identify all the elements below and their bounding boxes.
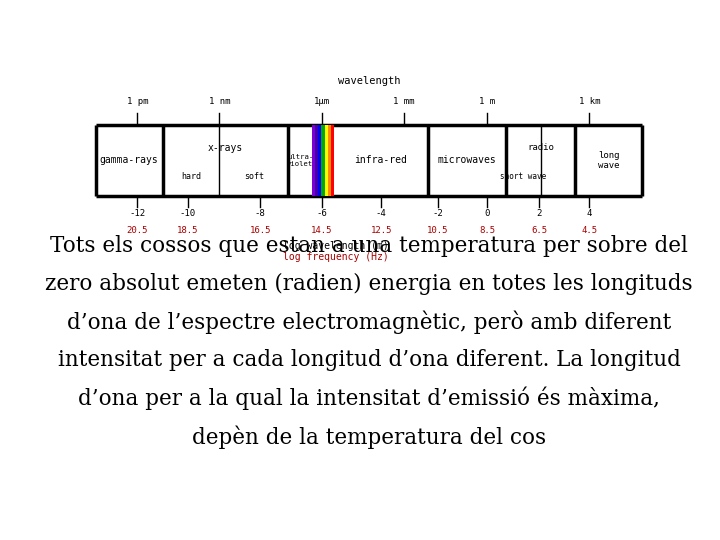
Text: ultra-
violet: ultra- violet	[287, 154, 313, 167]
Text: 1μm: 1μm	[313, 97, 330, 106]
Text: intensitat per a cada longitud d’ona diferent. La longitud: intensitat per a cada longitud d’ona dif…	[58, 349, 680, 372]
Text: d’ona per a la qual la intensitat d’emissió és màxima,: d’ona per a la qual la intensitat d’emis…	[78, 387, 660, 410]
Text: 8.5: 8.5	[480, 226, 495, 235]
Text: 4: 4	[587, 210, 592, 219]
Text: wavelength: wavelength	[338, 77, 400, 86]
Text: soft: soft	[244, 172, 264, 181]
Bar	[325, 125, 328, 196]
Text: microwaves: microwaves	[437, 156, 496, 165]
Text: 16.5: 16.5	[249, 226, 271, 235]
Text: radio: radio	[527, 144, 554, 152]
Text: 0: 0	[485, 210, 490, 219]
Text: -6: -6	[316, 210, 327, 219]
Text: 4.5: 4.5	[581, 226, 598, 235]
Text: zero absolut emeten (radien) energia en totes les longituds: zero absolut emeten (radien) energia en …	[45, 273, 693, 295]
Text: 1 m: 1 m	[480, 97, 495, 106]
Bar	[330, 125, 334, 196]
Text: 1 nm: 1 nm	[209, 97, 230, 106]
Text: 1 km: 1 km	[579, 97, 600, 106]
Text: hard: hard	[181, 172, 201, 181]
Text: depèn de la temperatura del cos: depèn de la temperatura del cos	[192, 425, 546, 449]
Text: 18.5: 18.5	[177, 226, 199, 235]
Text: infra-red: infra-red	[354, 156, 407, 165]
Text: short wave: short wave	[500, 172, 546, 181]
Text: -2: -2	[432, 210, 443, 219]
Text: gamma-rays: gamma-rays	[99, 156, 158, 165]
Bar	[315, 125, 318, 196]
Bar	[96, 125, 642, 196]
Text: 20.5: 20.5	[127, 226, 148, 235]
Text: 1 pm: 1 pm	[127, 97, 148, 106]
Text: -4: -4	[376, 210, 387, 219]
Bar	[328, 125, 330, 196]
Text: 10.5: 10.5	[427, 226, 449, 235]
Text: x-rays: x-rays	[207, 143, 243, 153]
Bar	[312, 125, 315, 196]
Text: 14.5: 14.5	[311, 226, 333, 235]
Text: 12.5: 12.5	[371, 226, 392, 235]
Text: -12: -12	[130, 210, 145, 219]
Bar	[318, 125, 321, 196]
Text: -10: -10	[179, 210, 196, 219]
Text: 2: 2	[536, 210, 542, 219]
Text: long
wave: long wave	[598, 151, 620, 170]
Text: log wavelength (m): log wavelength (m)	[283, 241, 388, 251]
Text: -8: -8	[255, 210, 266, 219]
Text: log frequency (Hz): log frequency (Hz)	[283, 252, 388, 262]
Text: d’ona de l’espectre electromagnètic, però amb diferent: d’ona de l’espectre electromagnètic, per…	[67, 310, 671, 334]
Bar	[321, 125, 325, 196]
Text: Tots els cossos que estan a una temperatura per sobre del: Tots els cossos que estan a una temperat…	[50, 235, 688, 256]
Text: 1 mm: 1 mm	[393, 97, 415, 106]
Text: 6.5: 6.5	[531, 226, 547, 235]
